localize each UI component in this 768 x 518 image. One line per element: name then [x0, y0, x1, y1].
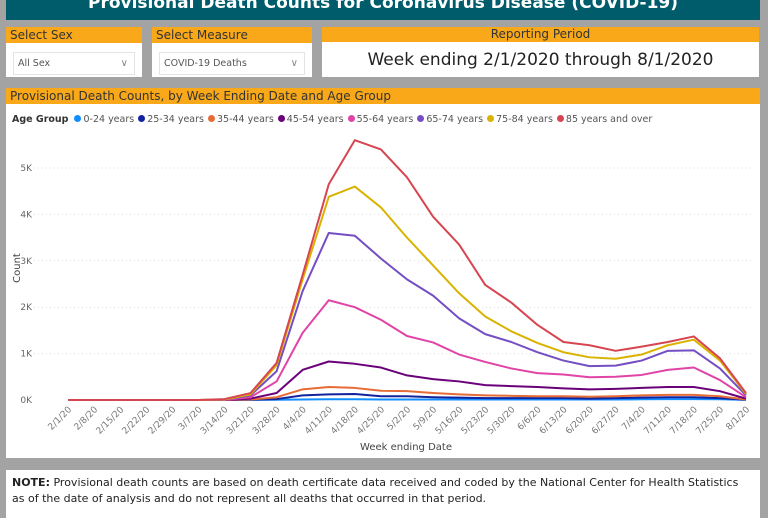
measure-dropdown[interactable]: COVID-19 Deaths ∨: [159, 52, 305, 75]
legend-label: 85 years and over: [565, 114, 653, 125]
x-tick-label: 5/2/20: [386, 405, 414, 433]
legend-dot-icon: [417, 115, 425, 122]
legend-item[interactable]: 55-64 years: [347, 114, 414, 125]
chart-title: Provisional Death Counts, by Week Ending…: [6, 88, 760, 104]
legend-label: 55-64 years: [356, 114, 414, 125]
sex-dropdown[interactable]: All Sex ∨: [13, 52, 135, 75]
reporting-period-label: Reporting Period: [322, 27, 759, 42]
legend-item[interactable]: 75-84 years: [487, 114, 553, 125]
y-tick-label: 2K: [20, 303, 33, 313]
sex-slicer: Select Sex All Sex ∨: [6, 27, 142, 77]
series-line-45-54-years: [68, 360, 747, 401]
legend-dot-icon: [138, 115, 146, 122]
legend-dot-icon: [74, 115, 82, 122]
x-tick-label: 2/29/20: [147, 405, 179, 437]
x-tick-label: 6/27/20: [590, 405, 622, 437]
x-tick-label: 2/1/20: [47, 405, 75, 433]
legend-dot-icon: [556, 115, 564, 122]
series-line-75-84-years: [68, 185, 747, 401]
legend-item[interactable]: 0-24 years: [74, 114, 134, 125]
legend-label: 25-34 years: [147, 114, 204, 125]
legend: Age Group 0-24 years 25-34 years 35-44 year…: [12, 114, 656, 125]
legend-label: 65-74 years: [426, 114, 484, 125]
chevron-down-icon: ∨: [290, 58, 298, 69]
y-tick-label: 3K: [20, 257, 33, 267]
note-label: NOTE:: [12, 476, 50, 489]
x-tick-label: 3/28/20: [251, 405, 283, 437]
legend-item[interactable]: 85 years and over: [556, 114, 653, 125]
x-tick-label: 8/1/20: [725, 405, 753, 433]
legend-item[interactable]: 45-54 years: [277, 114, 344, 125]
x-tick-label: 5/30/20: [486, 405, 518, 437]
reporting-period-card: Reporting Period Week ending 2/1/2020 th…: [322, 27, 759, 77]
series-line-85-years-and-over: [68, 139, 747, 401]
measure-dropdown-value: COVID-19 Deaths: [164, 58, 247, 69]
x-tick-label: 7/25/20: [694, 405, 726, 437]
y-tick-label: 0K: [20, 396, 33, 406]
y-tick-label: 4K: [20, 210, 33, 220]
y-tick-label: 5K: [20, 164, 33, 174]
legend-item[interactable]: 35-44 years: [208, 114, 274, 125]
dashboard-title: Provisional Death Counts for Coronavirus…: [6, 0, 760, 20]
y-axis-label: Count: [12, 253, 23, 283]
legend-dot-icon: [487, 115, 495, 122]
legend-dot-icon: [208, 115, 215, 122]
note-text: Provisional death counts are based on de…: [12, 476, 739, 505]
x-axis-label: Week ending Date: [360, 442, 452, 453]
legend-label: 0-24 years: [83, 114, 135, 125]
sex-slicer-label: Select Sex: [6, 27, 142, 43]
note: NOTE: Provisional death counts are based…: [6, 470, 760, 518]
sex-dropdown-value: All Sex: [18, 58, 51, 69]
chevron-down-icon: ∨: [120, 58, 128, 69]
legend-dot-icon: [277, 115, 285, 122]
measure-slicer-label: Select Measure: [152, 27, 312, 43]
series-line-55-64-years: [68, 299, 747, 401]
y-tick-label: 1K: [20, 350, 33, 360]
chart-panel: Provisional Death Counts, by Week Ending…: [6, 88, 760, 458]
legend-label: 35-44 years: [217, 114, 274, 125]
legend-dot-icon: [347, 115, 355, 122]
legend-label: 75-84 years: [496, 114, 553, 125]
legend-label: 45-54 years: [286, 114, 344, 125]
legend-item[interactable]: 25-34 years: [138, 114, 204, 125]
measure-slicer: Select Measure COVID-19 Deaths ∨: [152, 27, 312, 77]
legend-title: Age Group: [12, 114, 69, 125]
legend-item[interactable]: 65-74 years: [417, 114, 483, 125]
line-chart: 0K1K2K3K4K5K2/1/202/8/202/15/202/22/202/…: [12, 139, 754, 453]
reporting-period-value: Week ending 2/1/2020 through 8/1/2020: [367, 50, 714, 70]
x-tick-label: 4/25/20: [355, 405, 387, 437]
